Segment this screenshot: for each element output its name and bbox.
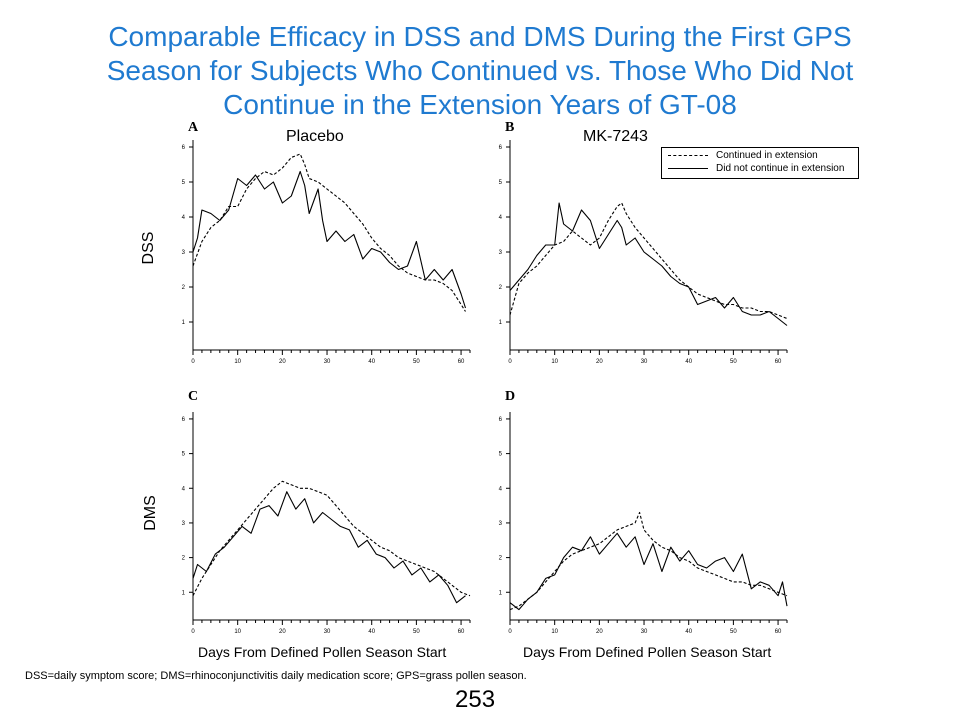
- legend: Continued in extension Did not continue …: [661, 147, 859, 179]
- x-tick-label-a: 0: [191, 359, 195, 365]
- x-tick-label-a: 20: [279, 359, 286, 365]
- x-axis-label-left: Days From Defined Pollen Season Start: [198, 644, 447, 660]
- x-tick-label-b: 0: [508, 359, 512, 365]
- footnote: DSS=daily symptom score; DMS=rhinoconjun…: [25, 670, 527, 682]
- x-tick-label-d: 30: [641, 629, 648, 635]
- x-tick-label-b: 50: [730, 359, 737, 365]
- x-tick-label-a: 50: [413, 359, 420, 365]
- panel-letter-d: D: [505, 389, 516, 404]
- legend-label-continued: Continued in extension: [716, 150, 818, 161]
- y-tick-label-a: 2: [182, 285, 186, 291]
- y-tick-label-d: 1: [499, 590, 503, 596]
- x-tick-label-a: 10: [234, 359, 241, 365]
- title-line-3: Continue in the Extension Years of GT-08: [223, 89, 737, 120]
- y-tick-label-d: 6: [499, 417, 503, 423]
- y-tick-label-b: 4: [499, 215, 503, 221]
- legend-item-continued: Continued in extension: [668, 150, 818, 162]
- series-continued-line-a: [192, 153, 466, 312]
- legend-item-not-continued: Did not continue in extension: [668, 163, 844, 175]
- x-tick-label-b: 30: [641, 359, 648, 365]
- x-tick-label-a: 30: [324, 359, 331, 365]
- series-continued-line-b: [509, 202, 788, 320]
- column-title-placebo: Placebo: [286, 128, 344, 145]
- y-tick-label-a: 6: [182, 145, 186, 151]
- y-tick-label-a: 4: [182, 215, 186, 221]
- y-tick-label-c: 2: [182, 556, 186, 562]
- title-line-1: Comparable Efficacy in DSS and DMS Durin…: [108, 21, 852, 52]
- row-label-dms: DMS: [142, 495, 159, 531]
- x-tick-label-b: 60: [775, 359, 782, 365]
- panel-letter-b: B: [505, 120, 515, 135]
- y-tick-label-b: 3: [499, 250, 503, 256]
- x-tick-label-c: 0: [191, 629, 195, 635]
- slide-title: Comparable Efficacy in DSS and DMS Durin…: [20, 20, 940, 122]
- x-tick-label-c: 20: [279, 629, 286, 635]
- y-tick-label-c: 5: [182, 452, 186, 458]
- x-tick-label-d: 50: [730, 629, 737, 635]
- series-not-continued-line-b: [509, 202, 788, 326]
- legend-dashed-line-swatch: [668, 154, 708, 156]
- panel-letter-a: A: [188, 120, 199, 135]
- y-tick-label-d: 2: [499, 556, 503, 562]
- x-tick-label-d: 0: [508, 629, 512, 635]
- y-tick-label-c: 4: [182, 486, 186, 492]
- y-tick-label-d: 4: [499, 486, 503, 492]
- series-continued-line-c: [192, 480, 471, 597]
- x-tick-label-b: 10: [551, 359, 558, 365]
- x-tick-label-d: 40: [685, 629, 692, 635]
- y-tick-label-a: 3: [182, 250, 186, 256]
- x-tick-label-a: 40: [368, 359, 375, 365]
- series-not-continued-line-d: [509, 532, 788, 611]
- y-tick-label-c: 1: [182, 590, 186, 596]
- x-axis-label-right: Days From Defined Pollen Season Start: [523, 644, 772, 660]
- series-not-continued-line-c: [192, 491, 466, 604]
- y-tick-label-b: 1: [499, 320, 503, 326]
- title-line-2: Season for Subjects Who Continued vs. Th…: [106, 55, 854, 86]
- y-tick-label-d: 3: [499, 521, 503, 527]
- row-label-dss: DSS: [140, 231, 157, 265]
- series-continued-line-d: [509, 511, 788, 611]
- x-tick-label-c: 50: [413, 629, 420, 635]
- y-tick-label-b: 5: [499, 180, 503, 186]
- y-tick-label-b: 2: [499, 285, 503, 291]
- y-tick-label-c: 3: [182, 521, 186, 527]
- x-tick-label-a: 60: [458, 359, 465, 365]
- y-tick-label-b: 6: [499, 145, 503, 151]
- x-tick-label-d: 20: [596, 629, 603, 635]
- x-tick-label-c: 30: [324, 629, 331, 635]
- y-tick-label-c: 6: [182, 417, 186, 423]
- x-tick-label-c: 40: [368, 629, 375, 635]
- legend-solid-line-swatch: [668, 167, 708, 169]
- y-tick-label-a: 1: [182, 320, 186, 326]
- panel-letter-c: C: [188, 389, 199, 404]
- y-tick-label-a: 5: [182, 180, 186, 186]
- series-not-continued-line-a: [192, 170, 467, 309]
- x-tick-label-d: 60: [775, 629, 782, 635]
- x-tick-label-b: 40: [685, 359, 692, 365]
- column-title-mk7243: MK-7243: [583, 128, 648, 145]
- y-tick-label-d: 5: [499, 452, 503, 458]
- page-number: 253: [455, 686, 496, 713]
- x-tick-label-d: 10: [551, 629, 558, 635]
- x-tick-label-c: 10: [234, 629, 241, 635]
- x-tick-label-c: 60: [458, 629, 465, 635]
- x-tick-label-b: 20: [596, 359, 603, 365]
- legend-label-not-continued: Did not continue in extension: [716, 163, 845, 174]
